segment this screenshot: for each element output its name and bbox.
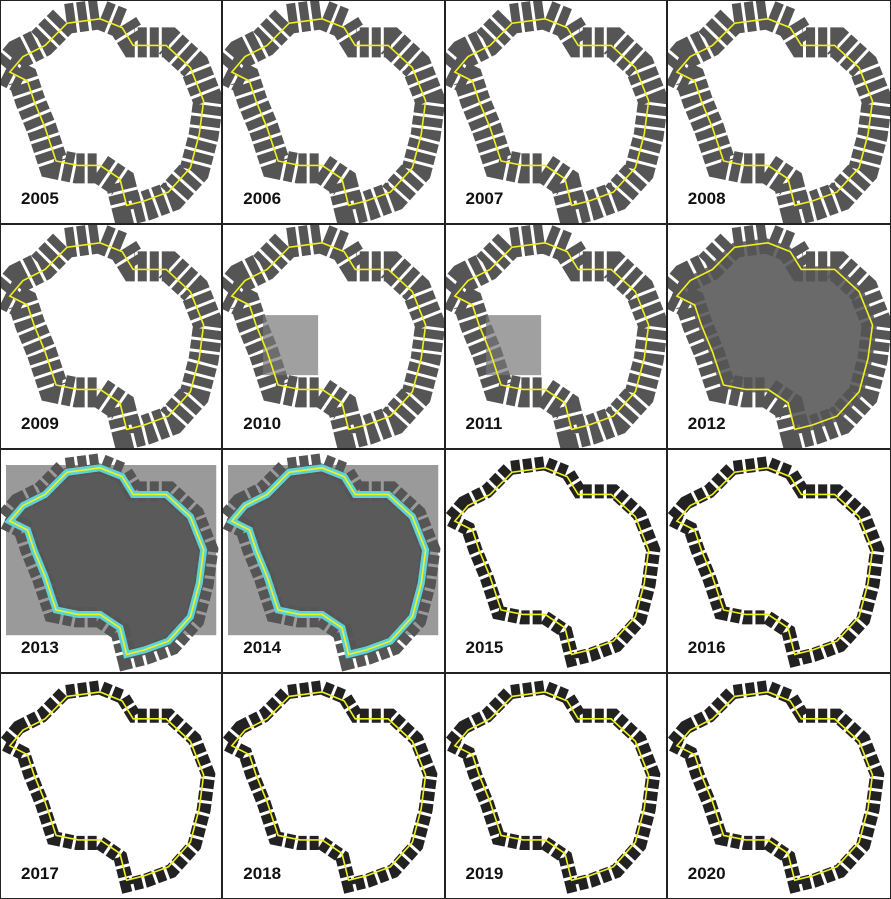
map-panel: 2018 xyxy=(223,674,445,898)
map-panel: 2007 xyxy=(446,1,668,225)
map-panel: 2014 xyxy=(223,450,445,674)
year-label: 2007 xyxy=(464,189,506,209)
map-panel: 2019 xyxy=(446,674,668,898)
map-panel: 2017 xyxy=(1,674,223,898)
year-label: 2014 xyxy=(241,638,283,658)
year-label: 2006 xyxy=(241,189,283,209)
map-panel: 2011 xyxy=(446,225,668,449)
year-label: 2019 xyxy=(464,864,506,884)
map-panel: 2015 xyxy=(446,450,668,674)
year-label: 2012 xyxy=(686,414,728,434)
year-label: 2016 xyxy=(686,638,728,658)
figure-grid: 2005 2006 2007 2008 2009 2010 2011 2012 2013 2014… xyxy=(0,0,891,899)
map-panel: 2005 xyxy=(1,1,223,225)
map-panel: 2010 xyxy=(223,225,445,449)
map-panel: 2009 xyxy=(1,225,223,449)
year-label: 2013 xyxy=(19,638,61,658)
year-label: 2005 xyxy=(19,189,61,209)
map-panel: 2012 xyxy=(668,225,890,449)
year-label: 2008 xyxy=(686,189,728,209)
map-panel: 2006 xyxy=(223,1,445,225)
map-panel: 2013 xyxy=(1,450,223,674)
map-panel: 2008 xyxy=(668,1,890,225)
year-label: 2011 xyxy=(464,414,505,434)
year-label: 2018 xyxy=(241,864,283,884)
year-label: 2010 xyxy=(241,414,283,434)
year-label: 2017 xyxy=(19,864,61,884)
map-panel: 2016 xyxy=(668,450,890,674)
map-panel: 2020 xyxy=(668,674,890,898)
year-label: 2020 xyxy=(686,864,728,884)
year-label: 2009 xyxy=(19,414,61,434)
year-label: 2015 xyxy=(464,638,506,658)
